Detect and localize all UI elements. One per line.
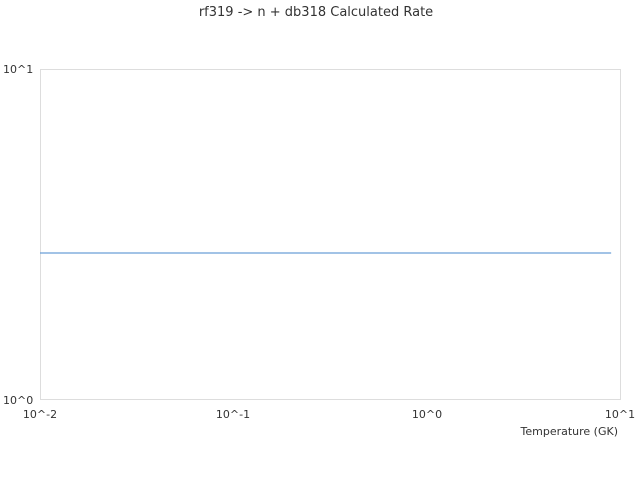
plot-area	[40, 69, 621, 400]
x-tick-label: 10^0	[412, 408, 442, 421]
y-tick-label-bottom: 10^0	[3, 394, 33, 407]
x-tick-label: 10^-2	[23, 408, 57, 421]
chart-title: rf319 -> n + db318 Calculated Rate	[199, 5, 433, 20]
x-tick-label: 10^-1	[216, 408, 250, 421]
x-axis-label: Temperature (GK)	[520, 425, 619, 438]
x-tick-label: 10^1	[605, 408, 635, 421]
y-tick-label-top: 10^1	[3, 63, 33, 76]
